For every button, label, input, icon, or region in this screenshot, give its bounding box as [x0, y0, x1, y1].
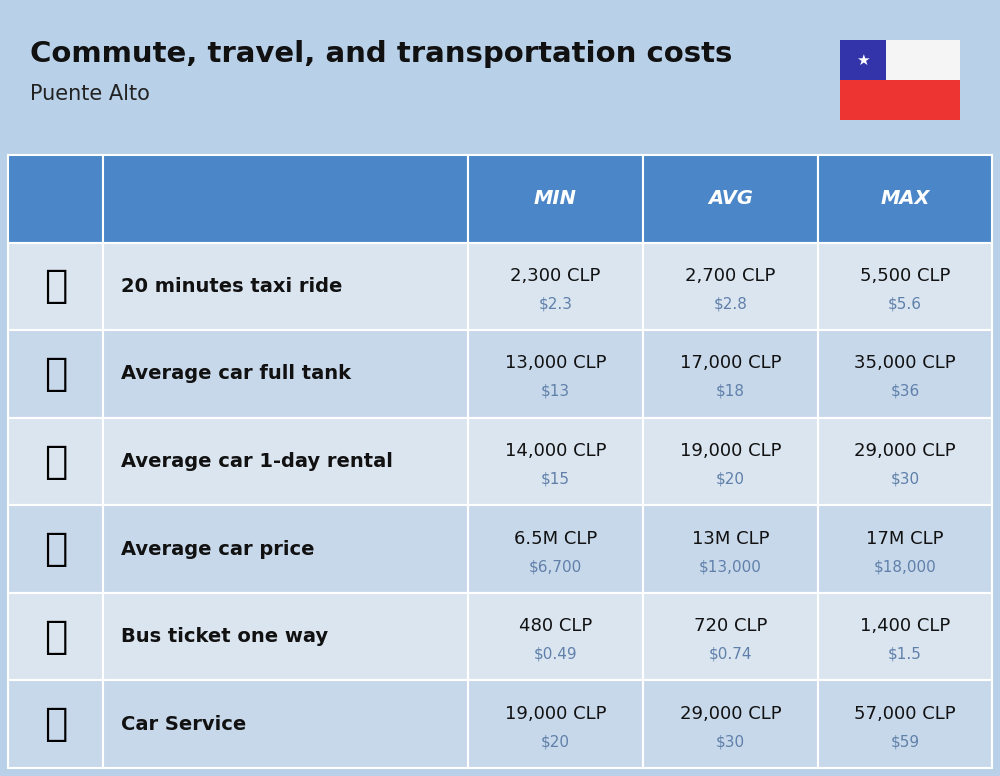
Text: $18,000: $18,000 [874, 559, 936, 574]
Bar [818, 243, 992, 330]
Text: $0.49: $0.49 [534, 646, 577, 662]
Text: Average car full tank: Average car full tank [121, 365, 351, 383]
Text: $13,000: $13,000 [699, 559, 762, 574]
Text: Commute, travel, and transportation costs: Commute, travel, and transportation cost… [30, 40, 732, 68]
Bar [840, 80, 960, 120]
Text: $18: $18 [716, 384, 745, 399]
Text: 🚌: 🚌 [44, 618, 67, 656]
Bar [468, 330, 643, 417]
Text: MIN: MIN [534, 189, 577, 208]
Bar [818, 155, 992, 243]
Text: Average car price: Average car price [121, 539, 314, 559]
Text: 13,000 CLP: 13,000 CLP [505, 355, 606, 372]
Text: $13: $13 [541, 384, 570, 399]
Text: 19,000 CLP: 19,000 CLP [505, 705, 606, 722]
Text: $1.5: $1.5 [888, 646, 922, 662]
Bar [818, 505, 992, 593]
Bar [643, 155, 818, 243]
Text: $0.74: $0.74 [709, 646, 752, 662]
Text: 1,400 CLP: 1,400 CLP [860, 617, 950, 635]
Text: 35,000 CLP: 35,000 CLP [854, 355, 956, 372]
Text: 🚗: 🚗 [44, 530, 67, 568]
Text: Bus ticket one way: Bus ticket one way [121, 627, 328, 646]
Text: 17M CLP: 17M CLP [866, 529, 944, 548]
Text: $2.3: $2.3 [538, 296, 572, 311]
Bar [468, 417, 643, 505]
Bar [840, 40, 960, 80]
Bar [103, 593, 468, 681]
Bar [8, 155, 103, 243]
Bar [468, 681, 643, 768]
Bar [818, 417, 992, 505]
Bar [103, 155, 468, 243]
Bar [643, 330, 818, 417]
Text: MAX: MAX [880, 189, 930, 208]
Text: $36: $36 [890, 384, 920, 399]
Text: $5.6: $5.6 [888, 296, 922, 311]
Bar [643, 593, 818, 681]
Text: ⛽: ⛽ [44, 355, 67, 393]
Text: 17,000 CLP: 17,000 CLP [680, 355, 781, 372]
Bar [103, 505, 468, 593]
Bar [818, 330, 992, 417]
Bar [8, 505, 103, 593]
Text: 14,000 CLP: 14,000 CLP [505, 442, 606, 460]
Text: AVG: AVG [708, 189, 753, 208]
Bar [103, 243, 468, 330]
Text: 🚕: 🚕 [44, 268, 67, 306]
Bar [8, 417, 103, 505]
Bar [818, 681, 992, 768]
Text: Puente Alto: Puente Alto [30, 84, 150, 104]
Bar [8, 593, 103, 681]
Text: ★: ★ [856, 53, 870, 68]
Text: 29,000 CLP: 29,000 CLP [854, 442, 956, 460]
Bar [103, 330, 468, 417]
Bar [103, 417, 468, 505]
Bar [818, 593, 992, 681]
Text: 2,300 CLP: 2,300 CLP [510, 267, 601, 285]
Text: $30: $30 [890, 472, 920, 487]
Text: Average car 1-day rental: Average car 1-day rental [121, 452, 393, 471]
Text: 29,000 CLP: 29,000 CLP [680, 705, 781, 722]
Bar [643, 417, 818, 505]
Bar [8, 681, 103, 768]
Text: $30: $30 [716, 734, 745, 750]
Bar [8, 330, 103, 417]
Bar [643, 243, 818, 330]
Bar [103, 681, 468, 768]
Text: $20: $20 [716, 472, 745, 487]
Text: $20: $20 [541, 734, 570, 750]
Text: $59: $59 [890, 734, 920, 750]
Text: 6.5M CLP: 6.5M CLP [514, 529, 597, 548]
Text: 480 CLP: 480 CLP [519, 617, 592, 635]
Bar [840, 40, 886, 80]
Text: $2.8: $2.8 [714, 296, 747, 311]
Text: 2,700 CLP: 2,700 CLP [685, 267, 776, 285]
Text: 🚙: 🚙 [44, 442, 67, 480]
Text: $6,700: $6,700 [529, 559, 582, 574]
Bar [468, 155, 643, 243]
Bar [468, 593, 643, 681]
Text: 🔧: 🔧 [44, 705, 67, 743]
Text: Car Service: Car Service [121, 715, 246, 734]
Bar [643, 505, 818, 593]
Text: 20 minutes taxi ride: 20 minutes taxi ride [121, 277, 342, 296]
Bar [468, 243, 643, 330]
Text: 19,000 CLP: 19,000 CLP [680, 442, 781, 460]
Text: 720 CLP: 720 CLP [694, 617, 767, 635]
Bar [643, 681, 818, 768]
Text: 57,000 CLP: 57,000 CLP [854, 705, 956, 722]
Bar [8, 243, 103, 330]
Text: 5,500 CLP: 5,500 CLP [860, 267, 950, 285]
Text: 13M CLP: 13M CLP [692, 529, 769, 548]
Bar [468, 505, 643, 593]
Text: $15: $15 [541, 472, 570, 487]
